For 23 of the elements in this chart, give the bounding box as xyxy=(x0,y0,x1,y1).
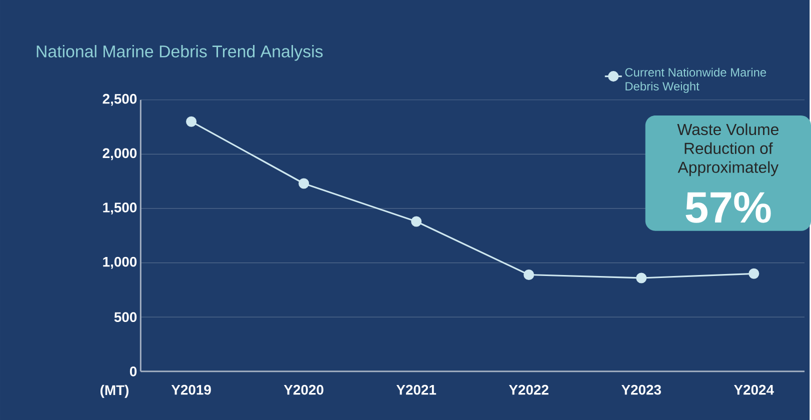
x-tick-label: Y2020 xyxy=(284,384,324,395)
x-tick-label: Y2021 xyxy=(396,384,436,395)
point xyxy=(298,178,310,189)
point xyxy=(748,268,760,279)
x-tick-label: Y2024 xyxy=(734,384,774,395)
y-tick-label: 1,500 xyxy=(103,202,137,214)
y-tick-label: 0 xyxy=(130,366,137,376)
x-tick-label: Y2022 xyxy=(508,384,548,395)
point xyxy=(524,269,534,280)
legend-label: Current Nationwide Marine Debris Weight xyxy=(625,68,766,93)
point xyxy=(186,116,197,127)
y-tick-label: 2,500 xyxy=(102,94,137,106)
y-axis-title: (MT) xyxy=(100,384,128,398)
y-tick-label: 1,000 xyxy=(103,256,137,269)
y-tick-label: 2,000 xyxy=(102,148,137,160)
y-tick-label: 500 xyxy=(114,312,137,322)
point xyxy=(411,216,422,227)
point xyxy=(636,272,647,284)
x-tick-label: Y2019 xyxy=(171,384,211,395)
annotation: Waste Volume Reduction of Approximately xyxy=(677,123,779,176)
x-tick-label: Y2023 xyxy=(621,384,661,395)
chart-title: National Marine Debris Trend Analysis xyxy=(36,44,323,61)
annotation: 57% xyxy=(686,192,771,223)
